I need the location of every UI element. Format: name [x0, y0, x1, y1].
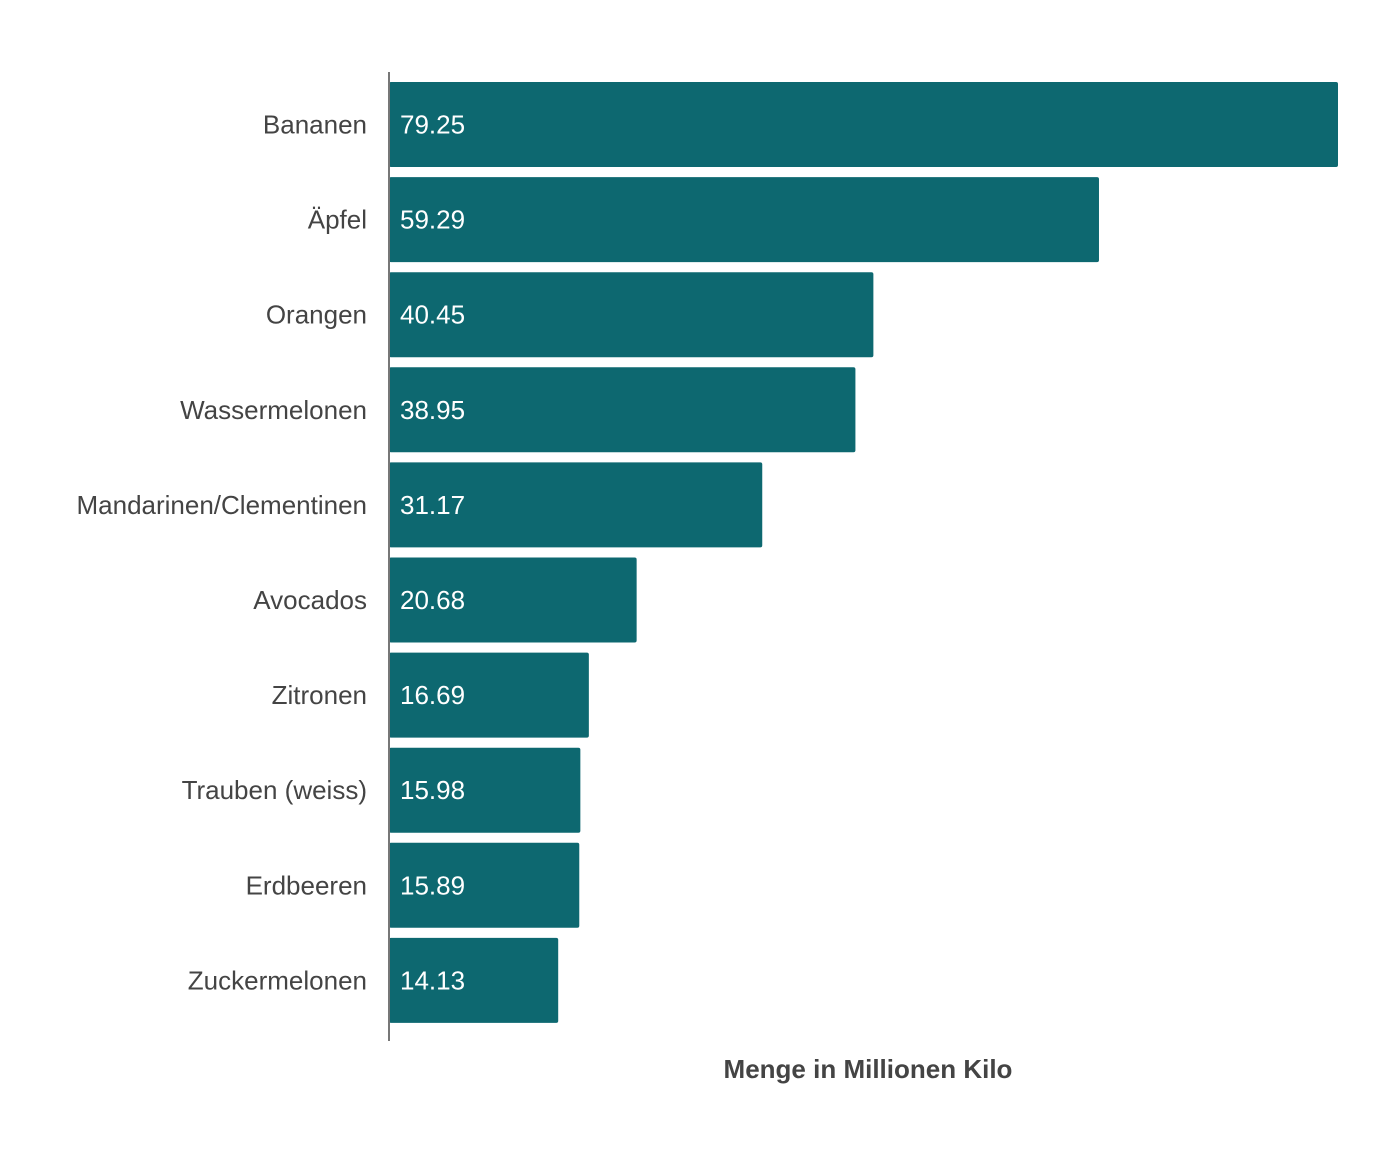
category-label: Wassermelonen: [180, 395, 367, 425]
bar-4: [389, 462, 763, 548]
data-label: 15.89: [400, 870, 465, 900]
category-label: Erdbeeren: [246, 870, 367, 900]
bar-6: [389, 652, 589, 738]
bar-7: [389, 747, 581, 833]
data-label: 14.13: [400, 965, 465, 995]
bar-2: [389, 272, 874, 358]
bar-8: [389, 842, 580, 928]
category-label: Zuckermelonen: [188, 965, 367, 995]
data-label: 31.17: [400, 490, 465, 520]
category-label: Avocados: [253, 585, 367, 615]
x-axis-label: Menge in Millionen Kilo: [724, 1054, 1013, 1084]
data-label: 38.95: [400, 395, 465, 425]
bar-3: [389, 367, 856, 453]
category-label: Trauben (weiss): [182, 775, 367, 805]
category-label: Äpfel: [308, 205, 367, 235]
category-label: Mandarinen/Clementinen: [76, 490, 367, 520]
bar-0: [389, 82, 1338, 167]
data-label: 79.25: [400, 110, 465, 140]
data-label: 20.68: [400, 585, 465, 615]
category-label: Orangen: [266, 300, 367, 330]
bar-1: [389, 177, 1099, 263]
category-label: Bananen: [263, 110, 367, 140]
data-label: 16.69: [400, 680, 465, 710]
bar-5: [389, 557, 637, 643]
data-label: 15.98: [400, 775, 465, 805]
data-label: 40.45: [400, 300, 465, 330]
category-label: Zitronen: [272, 680, 367, 710]
bar-9: [389, 937, 559, 1023]
data-label: 59.29: [400, 205, 465, 235]
